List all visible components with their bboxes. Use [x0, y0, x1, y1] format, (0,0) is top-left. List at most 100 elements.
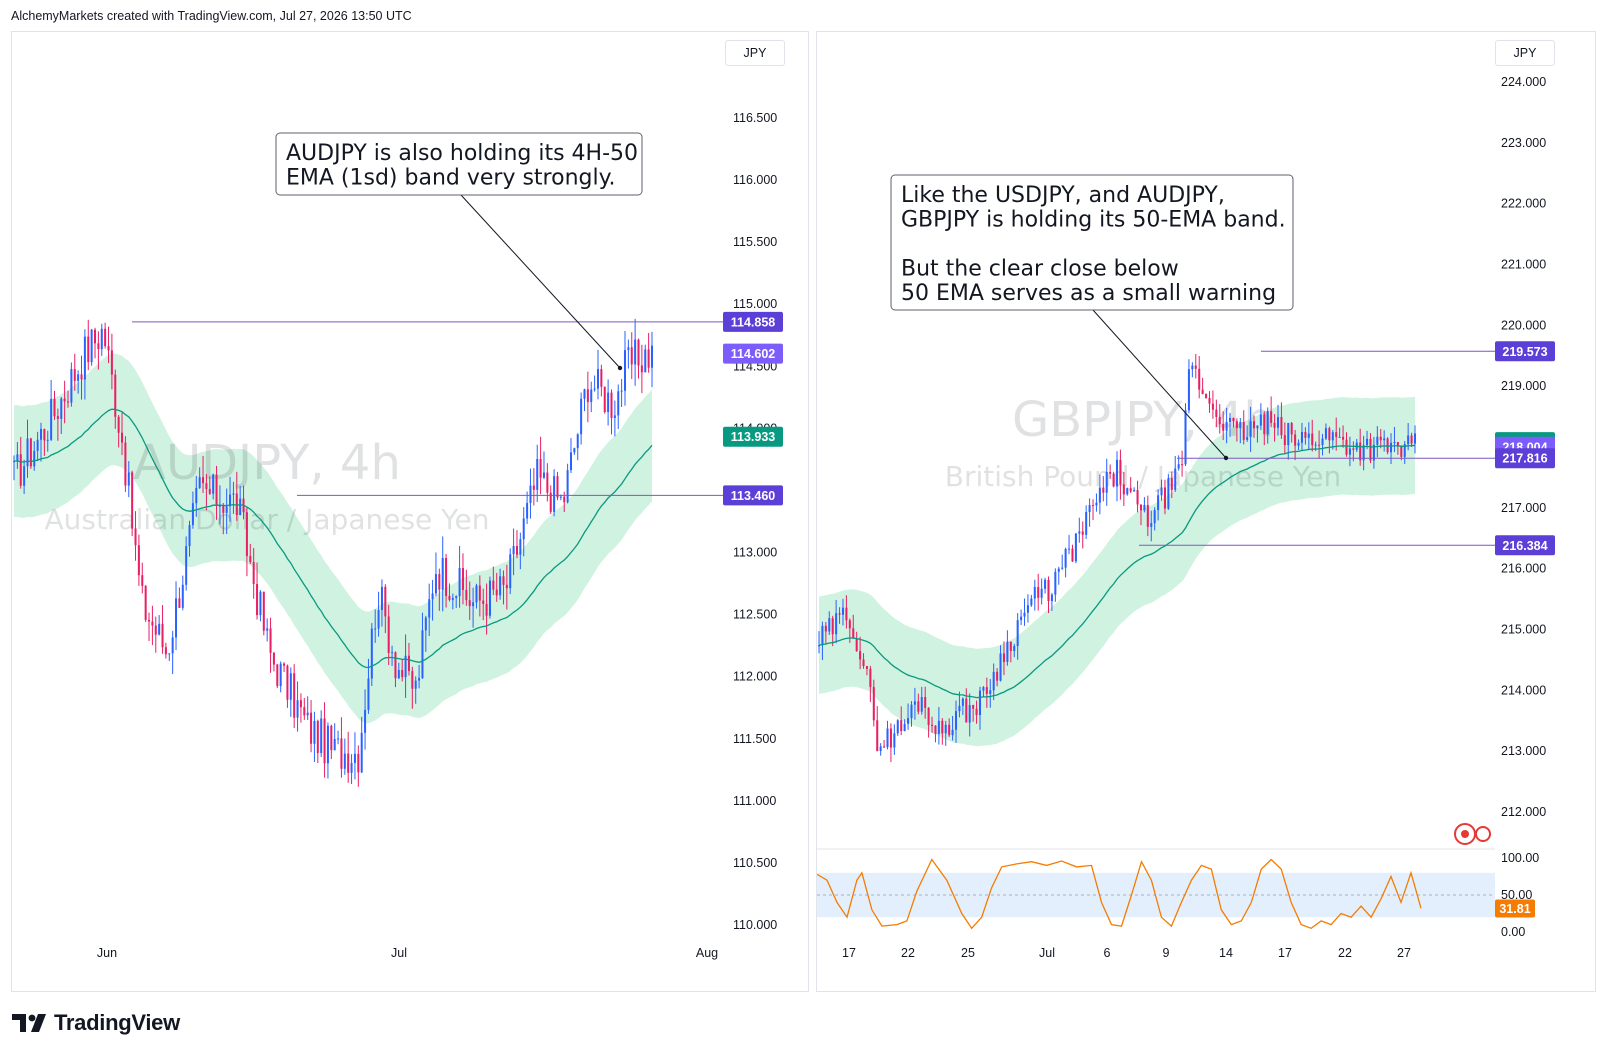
oscillator-y-tick: 100.00	[1501, 851, 1539, 865]
audjpy-candle-body	[131, 472, 134, 529]
gbpjpy-candle-body	[1102, 487, 1105, 493]
gbpjpy-candle-body	[1403, 444, 1406, 457]
audjpy-candle-body	[539, 458, 542, 478]
audjpy-candle-body	[505, 584, 508, 589]
gbpjpy-candle-body	[1218, 416, 1221, 425]
audjpy-candle-body	[235, 493, 238, 516]
oscillator-y-tick: 0.00	[1501, 925, 1525, 939]
gbpjpy-candle-body	[1366, 438, 1369, 446]
gbpjpy-candle-body	[1407, 435, 1410, 445]
gbpjpy-candle-body	[1362, 445, 1365, 461]
audjpy-candle-body	[286, 665, 289, 700]
audjpy-candle-body	[445, 557, 448, 596]
audjpy-candle-body	[566, 470, 569, 503]
audjpy-candle-body	[522, 518, 525, 540]
gbpjpy-candle-body	[1287, 423, 1290, 446]
gbpjpy-candle-body	[872, 687, 875, 721]
gbpjpy-candle-body	[924, 697, 927, 708]
audjpy-candle-body	[175, 598, 178, 638]
audjpy-candle-body	[87, 336, 90, 363]
audjpy-annotation-dot	[617, 365, 623, 371]
gbpjpy-candle-body	[1040, 588, 1043, 598]
audjpy-candle-body	[515, 545, 518, 555]
audjpy-candle-body	[607, 392, 610, 413]
audjpy-candle-body	[144, 585, 147, 620]
gbpjpy-candle-body	[1348, 448, 1351, 455]
audjpy-candle-body	[121, 432, 124, 443]
gbpjpy-annotation-line: Like the USDJPY, and AUDJPY,	[901, 183, 1225, 208]
gbpjpy-candle-body	[1009, 641, 1012, 652]
audjpy-candle-body	[50, 398, 53, 440]
audjpy-candle-body	[36, 439, 39, 451]
gbpjpy-candle-body	[1318, 444, 1321, 446]
gbpjpy-ema-band	[819, 396, 1415, 747]
audjpy-chart-panel[interactable]: AUDJPY, 4h Australian Dollar / Japanese Y…	[11, 31, 809, 992]
audjpy-candle-body	[387, 616, 390, 653]
gbpjpy-candle-body	[1232, 417, 1235, 422]
audjpy-candle-body	[421, 630, 424, 678]
gbpjpy-candle-body	[869, 668, 872, 688]
gbpjpy-candle-body	[1229, 417, 1232, 422]
audjpy-candle-body	[374, 628, 377, 630]
audjpy-candle-body	[576, 434, 579, 449]
gbpjpy-candle-body	[903, 723, 906, 732]
gbpjpy-candle-body	[1044, 579, 1047, 589]
gbpjpy-candle-body	[1314, 444, 1317, 446]
gbpjpy-candle-body	[999, 653, 1002, 681]
gbpjpy-candle-body	[1047, 579, 1050, 602]
tradingview-logo[interactable]: TradingView	[12, 1010, 180, 1036]
gbpjpy-candle-body	[1057, 568, 1060, 572]
replay-icon-ring	[1475, 826, 1491, 842]
audjpy-candle-body	[293, 673, 296, 718]
audjpy-chart[interactable]: AUDJPY, 4h Australian Dollar / Japanese Y…	[12, 32, 808, 991]
audjpy-candle-body	[644, 349, 647, 373]
audjpy-candle-body	[23, 466, 26, 486]
currency-label-audjpy[interactable]: JPY	[725, 40, 785, 66]
gbpjpy-candle-body	[1252, 421, 1256, 429]
audjpy-candle-body	[12, 461, 16, 463]
gbpjpy-candle-body	[1198, 368, 1201, 390]
gbpjpy-candle-body	[910, 704, 913, 719]
gbpjpy-candle-body	[917, 701, 920, 712]
gbpjpy-chart[interactable]: GBPJPY, 4h British Pound / Japanese Yen 21…	[817, 32, 1595, 991]
audjpy-candle-body	[107, 346, 110, 351]
audjpy-candle-body	[323, 718, 326, 764]
audjpy-candle-body	[647, 349, 650, 368]
audjpy-x-tick: Jun	[97, 946, 117, 960]
gbpjpy-candle-body	[951, 729, 954, 736]
gbpjpy-candle-body	[1163, 487, 1166, 509]
audjpy-candle-body	[620, 390, 623, 392]
audjpy-annotation-box	[275, 132, 643, 196]
gbpjpy-candle-body	[1143, 504, 1146, 511]
gbpjpy-candle-body	[852, 628, 855, 639]
audjpy-y-tick: 116.500	[733, 111, 777, 125]
audjpy-candle-body	[526, 502, 529, 519]
gbpjpy-candle-body	[1390, 442, 1393, 453]
audjpy-candle-body	[110, 350, 113, 375]
gbpjpy-candle-body	[1338, 436, 1341, 438]
gbpjpy-candle-body	[1020, 616, 1023, 621]
gbpjpy-candle-body	[1085, 512, 1088, 535]
gbpjpy-candle-body	[886, 728, 889, 748]
gbpjpy-candle-body	[855, 638, 858, 652]
gbpjpy-candle-body	[821, 625, 824, 646]
oscillator-y-tick: 50.00	[1501, 888, 1532, 902]
gbpjpy-chart-panel[interactable]: GBPJPY, 4h British Pound / Japanese Yen 21…	[816, 31, 1596, 992]
gbpjpy-candle-body	[862, 659, 865, 667]
audjpy-candle-body	[188, 525, 191, 547]
audjpy-y-tick: 111.500	[733, 732, 776, 746]
gbpjpy-x-tick: 17	[1278, 946, 1292, 960]
audjpy-watermark-subtitle: Australian Dollar / Japanese Yen	[44, 503, 489, 536]
currency-label-gbpjpy[interactable]: JPY	[1495, 40, 1555, 66]
gbpjpy-candle-body	[1304, 431, 1307, 438]
gbpjpy-x-tick: 27	[1397, 946, 1411, 960]
gbpjpy-price-tag: 216.384	[1502, 539, 1547, 553]
audjpy-candle-body	[569, 452, 572, 471]
gbpjpy-annotation-box	[890, 174, 1294, 311]
audjpy-candle-body	[397, 670, 400, 679]
gbpjpy-candle-body	[1194, 365, 1197, 369]
gbpjpy-candle-body	[1263, 414, 1266, 435]
gbpjpy-candle-body	[1174, 468, 1177, 490]
gbpjpy-candle-body	[944, 724, 947, 734]
audjpy-candle-body	[229, 494, 232, 507]
